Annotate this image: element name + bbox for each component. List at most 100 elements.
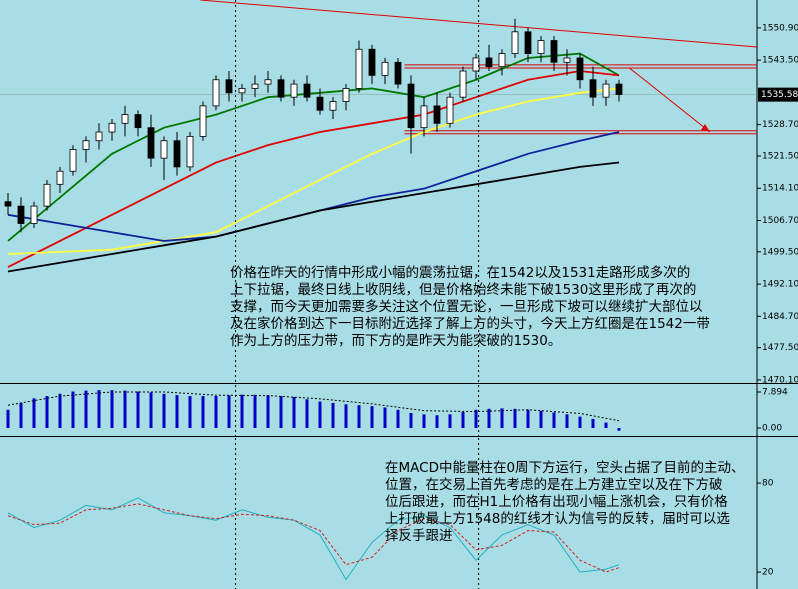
plot: [0, 0, 757, 273]
candle-body: [264, 79, 272, 85]
arrow: [629, 67, 711, 133]
candle-body: [303, 83, 311, 98]
histogram-bar: [435, 415, 439, 429]
annotation: 及在家价格到达下一目标附近选择了解上方的头寸，今天上方红圈是在1542一带: [230, 315, 710, 332]
candle-body: [30, 205, 38, 224]
candle-body: [173, 140, 181, 168]
y-tick-label: 80: [762, 479, 774, 489]
candle-body: [251, 83, 259, 89]
y-tick-label: 1492.10: [762, 280, 798, 290]
histogram-bar: [214, 396, 218, 429]
histogram-bar: [487, 408, 491, 429]
histogram-bar: [84, 390, 88, 429]
candle-body: [368, 48, 376, 76]
histogram-bar: [175, 395, 179, 429]
candle-body: [186, 135, 194, 168]
histogram-bar: [266, 395, 270, 429]
annotation: 位置，在交易上首先考虑的是在上方建立空以及在下方破: [385, 476, 723, 493]
histogram-bar: [461, 412, 465, 429]
annotation: 在MACD中能量柱在0周下方运行，空头占据了目前的主动、: [385, 459, 745, 476]
signal-line: [7, 391, 620, 422]
candle-body: [420, 105, 428, 129]
annotation: 择反手跟进: [385, 528, 453, 544]
candle-body: [342, 88, 350, 102]
candle-body: [407, 83, 415, 129]
y-tick-label: 1484.70: [762, 312, 798, 322]
candle-body: [563, 57, 571, 63]
moving-average: [7, 70, 620, 268]
candle-body: [472, 57, 480, 72]
annotation: 上打破最上方1548的红线才认为信号的反转，届时可以选: [385, 510, 730, 527]
y-tick-label: 1477.50: [762, 343, 798, 353]
histogram-bar: [357, 405, 361, 429]
histogram-bar: [6, 409, 10, 429]
y-tick-label: 20: [762, 568, 774, 578]
candle-body: [43, 183, 51, 207]
histogram-bar: [136, 391, 140, 429]
histogram-bar: [97, 390, 101, 429]
candle-body: [602, 83, 610, 98]
candle-body: [316, 96, 324, 111]
oscillator-line: [7, 497, 620, 581]
y-tick-label: 1506.70: [762, 216, 798, 226]
histogram-bar: [513, 408, 517, 429]
histogram-bar: [292, 396, 296, 429]
histogram-bar: [123, 390, 127, 429]
histogram-bar: [526, 409, 530, 429]
candle-body: [290, 83, 298, 98]
histogram-bar: [396, 409, 400, 429]
annotation: 价格在昨天的行情中形成小幅的震荡拉锯，在1542以及1531走路形成多次的: [230, 264, 690, 281]
candle-body: [433, 105, 441, 124]
histogram-bar: [253, 394, 257, 429]
candle-body: [17, 205, 25, 224]
histogram-bar: [149, 392, 153, 429]
y-tick-label: 1543.50: [762, 56, 798, 66]
histogram-bar: [19, 402, 23, 429]
candle-body: [160, 140, 168, 159]
y-tick-label: 1528.70: [762, 120, 798, 130]
histogram-bar: [318, 401, 322, 429]
candle-body: [329, 101, 337, 111]
histogram-bar: [552, 412, 556, 429]
annotation: 支撑，而今天更加需要多关注这个位置无论，一旦形成下坡可以继续扩大部位以: [230, 298, 703, 315]
price-tag: [758, 87, 798, 102]
candle-body: [56, 170, 64, 185]
candle-body: [576, 57, 584, 81]
candle-body: [199, 105, 207, 137]
histogram-bar: [32, 398, 36, 429]
y-tick-label: 1499.50: [762, 247, 798, 257]
moving-average: [7, 87, 620, 255]
y-tick-label: 1514.10: [762, 184, 798, 194]
histogram-bar: [227, 395, 231, 429]
histogram-bar: [201, 396, 205, 429]
candle-body: [485, 57, 493, 68]
histogram-bar: [617, 428, 621, 431]
candle-body: [212, 79, 220, 107]
y-tick-label: 7.894: [762, 388, 788, 398]
candle-body: [459, 70, 467, 98]
candle-body: [225, 79, 233, 94]
histogram-bar: [539, 410, 543, 429]
candle-body: [147, 127, 155, 159]
candle-body: [381, 61, 389, 76]
annotation: 作为上方的压力带，而下方的是昨天为能突破的1530。: [230, 333, 561, 349]
histogram-bar: [188, 396, 192, 429]
y-tick-label: 1521.50: [762, 151, 798, 161]
candle-body: [4, 201, 12, 207]
histogram-bar: [45, 396, 49, 429]
histogram-bar: [474, 409, 478, 429]
arrow-head: [701, 124, 710, 133]
histogram-bar: [448, 414, 452, 429]
histogram-bar: [331, 402, 335, 429]
candle-body: [355, 48, 363, 89]
candle-body: [238, 88, 246, 94]
y-tick-label: 1550.90: [762, 23, 798, 33]
candle-body: [511, 31, 519, 54]
histogram-bar: [604, 422, 608, 429]
candle-body: [108, 122, 116, 133]
candle-body: [69, 149, 77, 172]
moving-average: [7, 161, 620, 273]
y-tick-label: 0.00: [762, 424, 782, 434]
